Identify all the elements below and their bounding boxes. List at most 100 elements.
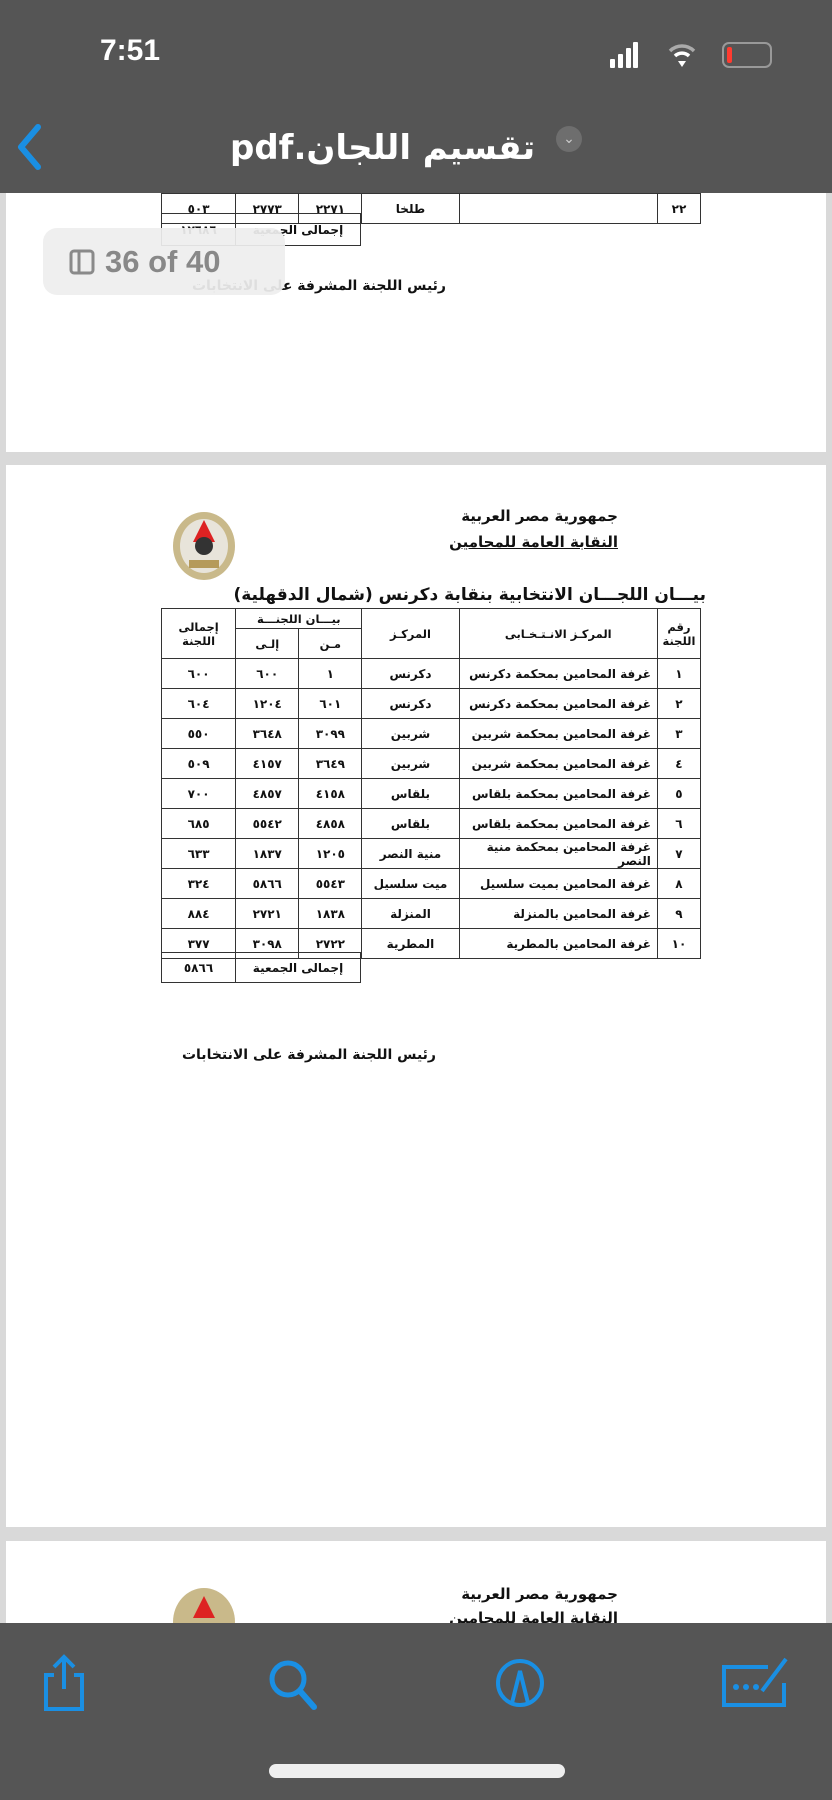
table-cell: ٣٠٩٩ — [298, 718, 363, 749]
table-row: ٦ غرفة المحامين بمحكمة بلقاس بلقاس ٤٨٥٨ ٥٥٤٢… — [160, 808, 702, 839]
table-cell: ٢ — [656, 688, 702, 719]
pdf-page-36: جمهورية مصر العربية النقابة العامة للمحا… — [6, 465, 826, 1527]
pdf-page-35: ٢٢ طلخا ٢٢٧١ ٢٧٧٣ ٥٠٣ إجمالى الجمعية ١٢٦… — [6, 150, 826, 452]
table-cell: ١٨٣٨ — [298, 898, 363, 929]
chevron-left-icon[interactable] — [14, 122, 44, 172]
header-range: بيـــان اللجنـــة — [235, 608, 363, 629]
table-cell: ٢٧٢١ — [235, 898, 300, 929]
status-bar: 7:51 — [0, 0, 832, 110]
markup-icon[interactable] — [490, 1653, 550, 1713]
table-cell: غرفة المحامين بمحكمة بلقاس — [458, 808, 658, 839]
table-cell: ٤ — [656, 748, 702, 779]
table-cell: ميت سلسيل — [361, 868, 460, 899]
document-title: بيـــان اللجـــان الانتخابية بنقابة دكرن… — [233, 585, 706, 605]
page-indicator[interactable]: 36 of 40 — [43, 228, 285, 295]
table-cell: ٧ — [656, 838, 702, 869]
table-cell: ٧٠٠ — [160, 778, 237, 809]
main-total: إجمالى الجمعية ٥٨٦٦ — [161, 952, 361, 983]
table-cell: ٤٨٥٧ — [235, 778, 300, 809]
table-cell: ٦٠٠ — [160, 658, 237, 689]
table-cell: غرفة المحامين بمحكمة دكرنس — [458, 658, 658, 689]
header-district: المركـز — [361, 608, 460, 659]
table-cell: ٣٢٤ — [160, 868, 237, 899]
total-label: إجمالى الجمعية — [235, 952, 361, 983]
country-name: جمهورية مصر العربية — [461, 1585, 618, 1603]
table-cell: ٣٦٤٩ — [298, 748, 363, 779]
table-cell: ٦٠٠ — [235, 658, 300, 689]
table-cell: ٣ — [656, 718, 702, 749]
table-cell: غرفة المحامين بمحكمة بلقاس — [458, 778, 658, 809]
table-cell: ١ — [298, 658, 363, 689]
table-cell: بلقاس — [361, 778, 460, 809]
header-num: رقم اللجنة — [656, 608, 702, 659]
cell: طلخا — [361, 193, 460, 224]
header-total: إجمالى اللجنة — [160, 608, 237, 659]
header-center: المركـز الانـتـخـابى — [458, 608, 658, 659]
signature-line: رئيس اللجنة المشرفة على الانتخابات — [181, 1047, 436, 1063]
syndicate-name: النقابة العامة للمحامين — [449, 533, 618, 551]
table-cell: ٥ — [656, 778, 702, 809]
table-row: ٩ غرفة المحامين بالمنزلة المنزلة ١٨٣٨ ٢٧٢١ ٨٨… — [160, 898, 702, 929]
document-title[interactable]: تقسيم اللجان.pdf — [230, 128, 536, 168]
table-cell: غرفة المحامين بمحكمة شربين — [458, 748, 658, 779]
share-icon[interactable] — [34, 1653, 94, 1713]
committees-table: رقم اللجنة المركـز الانـتـخـابى المركـز … — [160, 608, 702, 959]
table-cell: المنزلة — [361, 898, 460, 929]
navigation-bar: تقسيم اللجان.pdf ⌄ — [0, 110, 832, 193]
wifi-icon — [668, 44, 696, 67]
battery-icon — [722, 42, 772, 68]
table-cell: ٣٦٤٨ — [235, 718, 300, 749]
table-cell: ٩ — [656, 898, 702, 929]
table-cell: غرفة المحامين بمحكمة شربين — [458, 718, 658, 749]
header-to: إلـى — [235, 628, 300, 659]
syndicate-name: النقابة العامة للمحامين — [449, 1609, 618, 1627]
table-row: ٨ غرفة المحامين بميت سلسيل ميت سلسيل ٥٥٤٣ ٥٨… — [160, 868, 702, 899]
table-cell: منية النصر — [361, 838, 460, 869]
table-cell: ٥٥٤٢ — [235, 808, 300, 839]
total-value: ٥٨٦٦ — [161, 952, 236, 983]
table-cell: شربين — [361, 748, 460, 779]
table-cell: ١٢٠٤ — [235, 688, 300, 719]
table-row: ٤ غرفة المحامين بمحكمة شربين شربين ٣٦٤٩ ٤١٥٧… — [160, 748, 702, 779]
table-cell: ١٨٣٧ — [235, 838, 300, 869]
table-cell: غرفة المحامين بالمطرية — [458, 928, 658, 959]
table-cell: غرفة المحامين بمحكمة دكرنس — [458, 688, 658, 719]
table-cell: ١٠ — [656, 928, 702, 959]
table-cell: دكرنس — [361, 658, 460, 689]
bottom-toolbar — [0, 1623, 832, 1800]
signature-icon[interactable] — [718, 1653, 790, 1713]
signal-icon — [610, 42, 638, 68]
clock: 7:51 — [100, 34, 161, 67]
table-cell: ٨٨٤ — [160, 898, 237, 929]
table-row: ٣ غرفة المحامين بمحكمة شربين شربين ٣٠٩٩ ٣٦٤٨… — [160, 718, 702, 749]
table-cell: المطرية — [361, 928, 460, 959]
search-icon[interactable] — [262, 1653, 322, 1713]
table-cell: ٥٨٦٦ — [235, 868, 300, 899]
table-cell: ١٢٠٥ — [298, 838, 363, 869]
table-cell: ٥٥٠ — [160, 718, 237, 749]
page-count: 36 of 40 — [105, 243, 221, 279]
table-cell: شربين — [361, 718, 460, 749]
table-row: ٧ غرفة المحامين بمحكمة منية النصر منية الن… — [160, 838, 702, 869]
table-cell: دكرنس — [361, 688, 460, 719]
table-cell: ٦٠١ — [298, 688, 363, 719]
table-cell: ٦٠٤ — [160, 688, 237, 719]
table-cell: ٦٨٥ — [160, 808, 237, 839]
cell: ٢٢ — [656, 193, 702, 224]
table-cell: ٨ — [656, 868, 702, 899]
cell — [458, 193, 658, 224]
syndicate-logo — [173, 512, 235, 580]
table-cell: غرفة المحامين بمحكمة منية النصر — [458, 838, 658, 869]
table-cell: ١ — [656, 658, 702, 689]
home-indicator — [269, 1764, 565, 1778]
country-name: جمهورية مصر العربية — [461, 507, 618, 525]
chevron-down-icon[interactable]: ⌄ — [556, 126, 582, 152]
table-cell: ٥٠٩ — [160, 748, 237, 779]
table-cell: ٤١٥٧ — [235, 748, 300, 779]
table-cell: غرفة المحامين بميت سلسيل — [458, 868, 658, 899]
table-cell: ٤١٥٨ — [298, 778, 363, 809]
table-cell: بلقاس — [361, 808, 460, 839]
table-row: ٥ غرفة المحامين بمحكمة بلقاس بلقاس ٤١٥٨ ٤٨٥٧… — [160, 778, 702, 809]
sidebar-icon — [69, 249, 95, 274]
table-row: ٢ غرفة المحامين بمحكمة دكرنس دكرنس ٦٠١ ١٢٠٤ ٦… — [160, 688, 702, 719]
